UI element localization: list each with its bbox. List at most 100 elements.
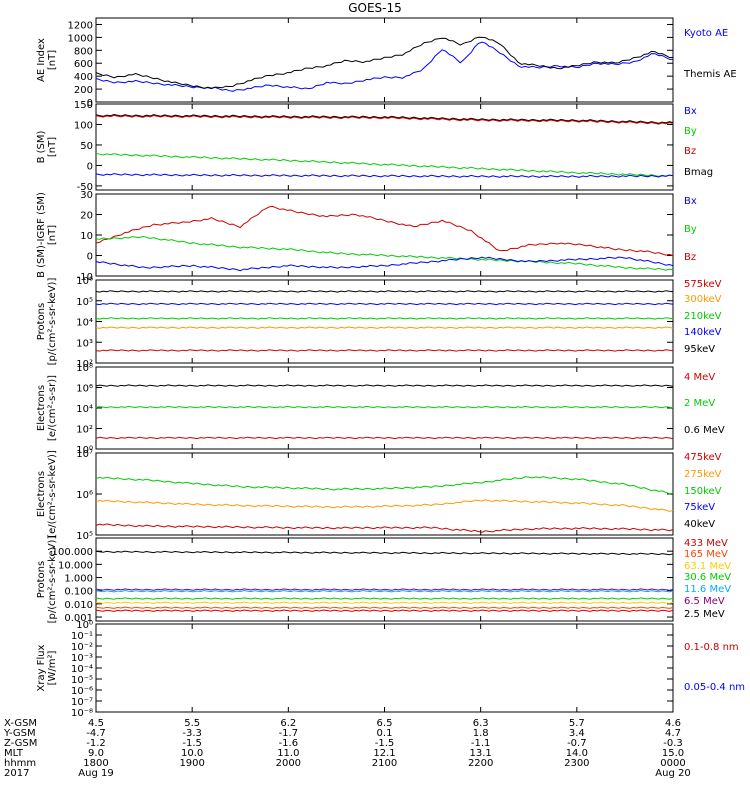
y-axis-label: B (SM) <box>36 130 47 163</box>
y-tick-label: 200 <box>74 85 93 96</box>
series-line <box>95 523 674 533</box>
panel-3: 30 20 10 0 -10 B (SM)-IGRF (SM) [nT] Bx By Bz <box>36 190 697 283</box>
panel-frame <box>95 193 674 277</box>
panel-6: 10⁷ 10⁶ 10⁵ Electrons [e/(cm²-s-sr-keV)] 475k… <box>36 449 722 542</box>
y-tick-label: 30 <box>80 190 93 201</box>
y-tick-label: 10⁻⁵ <box>71 675 93 686</box>
y-tick-label: 10⁻³ <box>71 653 93 664</box>
y-tick-label: 10⁴ <box>76 318 93 329</box>
series-line <box>95 499 674 512</box>
legend-entry: 40keV <box>684 519 715 530</box>
legend-entry: 11.6 MeV <box>684 584 731 595</box>
footer-row-label: X-GSM <box>4 718 37 729</box>
legend-entry: 2.5 MeV <box>684 609 725 620</box>
y-tick-label: 0 <box>87 98 93 109</box>
legend-entry: Bx <box>684 106 697 117</box>
series-line <box>95 384 674 387</box>
footer-value: 0.1 <box>377 728 393 739</box>
y-tick-label: 10.000 <box>58 560 93 571</box>
y-tick-label: 0.010 <box>64 600 93 611</box>
legend-entry: Themis AE <box>683 69 737 80</box>
footer-value: 1800 <box>83 758 108 769</box>
footer-value: 6.3 <box>473 718 489 729</box>
legend-entry: 475keV <box>684 452 722 463</box>
y-tick-label: 400 <box>74 72 93 83</box>
footer-value: 2000 <box>276 758 301 769</box>
y-tick-label: 0.001 <box>64 613 93 624</box>
y-tick-label: 10⁸ <box>76 363 93 374</box>
footer-value: -1.5 <box>375 738 395 749</box>
footer-row-label: Y-GSM <box>3 728 36 739</box>
footer-value: 2100 <box>372 758 397 769</box>
footer-value: -1.7 <box>279 728 299 739</box>
footer-value: Aug 19 <box>78 768 113 779</box>
legend-entry: Bmag <box>684 167 713 178</box>
footer-value: 6.2 <box>280 718 296 729</box>
y-axis-label: Protons <box>36 303 47 340</box>
footer-value: 12.1 <box>373 748 395 759</box>
y-axis-label: [nT] <box>47 137 58 157</box>
series-line <box>95 550 674 556</box>
y-tick-label: 10⁶ <box>76 490 93 501</box>
series-line <box>95 589 674 593</box>
legend-entry: 30.6 MeV <box>684 572 731 583</box>
legend-entry: 63.1 MeV <box>684 561 731 572</box>
y-tick-label: 10⁶ <box>76 384 93 395</box>
footer-row-label: MLT <box>4 748 24 759</box>
panel-7: 100.000 10.000 1.000 0.100 0.010 0.001 Protons… <box>36 536 731 624</box>
y-axis-label: Protons <box>36 561 47 598</box>
y-tick-label: 10⁻¹ <box>71 631 93 642</box>
y-axis-label: Xray Flux <box>36 644 47 691</box>
y-tick-label: 1200 <box>68 20 93 31</box>
legend-entry: 575keV <box>684 279 722 290</box>
y-axis-label: [nT] <box>47 50 58 70</box>
y-axis-label: Electrons <box>36 471 47 517</box>
series-line <box>95 349 674 352</box>
series-line <box>95 114 674 125</box>
y-tick-label: 0.100 <box>64 587 93 598</box>
footer-row-label: 2017 <box>4 768 29 779</box>
panel-frame <box>95 623 674 713</box>
legend-entry: 0.05-0.4 nm <box>684 682 745 693</box>
footer-value: -1.5 <box>182 738 202 749</box>
footer-value: 5.7 <box>569 718 585 729</box>
footer-value: 11.0 <box>277 748 299 759</box>
legend-entry: 140keV <box>684 327 722 338</box>
footer-value: 15.0 <box>662 748 684 759</box>
legend-entry: 95keV <box>684 344 715 355</box>
y-tick-label: -10 <box>77 272 93 283</box>
series-line <box>95 326 674 329</box>
y-tick-label: 1000 <box>68 33 93 44</box>
series-line <box>95 36 674 90</box>
legend-entry: 210keV <box>684 311 722 322</box>
y-axis-label: [p/(cm²-s-sr-keV)] <box>47 278 58 366</box>
legend-entry: 4 MeV <box>684 372 715 383</box>
y-tick-label: 10⁶ <box>76 276 93 287</box>
y-tick-label: 10⁻² <box>71 642 93 653</box>
footer-value: 4.6 <box>665 718 681 729</box>
legend-entry: Bz <box>684 252 696 263</box>
y-axis-label: Electrons <box>36 385 47 431</box>
y-tick-label: 10⁻⁷ <box>71 697 93 708</box>
y-tick-label: 10⁻⁴ <box>71 664 93 675</box>
y-axis-label: AE Index <box>36 38 47 82</box>
series-line <box>95 588 674 591</box>
footer-value: 6.5 <box>377 718 393 729</box>
series-line <box>95 290 674 293</box>
legend-entry: 165 MeV <box>684 549 728 560</box>
y-tick-label: 20 <box>80 211 93 222</box>
y-tick-label: 10³ <box>76 338 93 349</box>
footer-value: 4.7 <box>665 728 681 739</box>
series-line <box>95 256 674 272</box>
legend-entry: 75keV <box>684 502 715 513</box>
plot-title: GOES-15 <box>348 1 402 15</box>
legend-entry: 0.6 MeV <box>684 425 725 436</box>
footer-value: -4.7 <box>86 728 106 739</box>
y-tick-label: 10⁻⁸ <box>71 708 93 719</box>
series-line <box>95 113 674 124</box>
y-tick-label: 10⁻⁶ <box>71 686 93 697</box>
legend-entry: By <box>684 126 697 137</box>
